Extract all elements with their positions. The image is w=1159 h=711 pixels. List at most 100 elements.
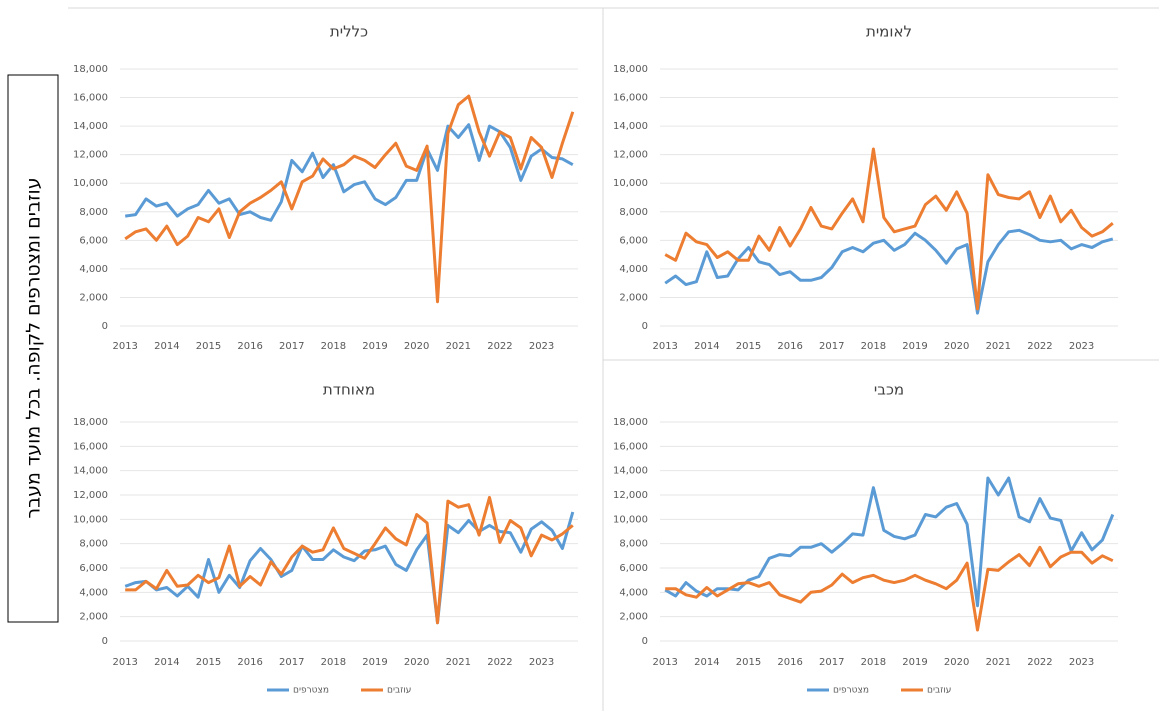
x-tick-label: 2019	[902, 657, 927, 668]
x-tick-label: 2013	[112, 657, 137, 668]
x-tick-label: 2015	[196, 341, 221, 352]
x-tick-label: 2016	[237, 341, 262, 352]
x-tick-label: 2021	[986, 657, 1011, 668]
chart-title: לאומית	[866, 23, 912, 41]
x-tick-label: 2020	[404, 341, 429, 352]
legend-label: עוזבים	[387, 686, 411, 696]
x-tick-label: 2013	[652, 341, 677, 352]
x-tick-label: 2022	[1027, 341, 1052, 352]
y-tick-label: 16,000	[613, 93, 648, 104]
x-tick-label: 2020	[404, 657, 429, 668]
y-tick-label: 8,000	[619, 207, 648, 218]
x-tick-label: 2018	[321, 341, 346, 352]
x-tick-label: 2021	[986, 341, 1011, 352]
y-tick-label: 16,000	[73, 93, 108, 104]
y-tick-label: 6,000	[79, 235, 108, 246]
x-tick-label: 2014	[154, 657, 179, 668]
x-tick-label: 2019	[902, 341, 927, 352]
x-tick-label: 2023	[529, 341, 554, 352]
x-tick-label: 2013	[652, 657, 677, 668]
y-tick-label: 10,000	[613, 178, 648, 189]
x-tick-label: 2020	[944, 341, 969, 352]
x-tick-label: 2021	[446, 657, 471, 668]
data-line	[124, 123, 574, 222]
x-tick-label: 2023	[529, 657, 554, 668]
y-tick-label: 10,000	[73, 514, 108, 525]
data-line	[664, 476, 1115, 608]
x-tick-label: 2013	[112, 341, 137, 352]
y-tick-label: 16,000	[613, 441, 648, 452]
y-tick-label: 2,000	[79, 612, 108, 623]
y-tick-label: 4,000	[79, 587, 108, 598]
x-tick-label: 2020	[944, 657, 969, 668]
y-tick-label: 10,000	[613, 514, 648, 525]
x-tick-label: 2018	[861, 657, 886, 668]
x-tick-label: 2023	[1069, 657, 1094, 668]
legend-label: מצטרפים	[293, 686, 329, 696]
y-tick-label: 18,000	[613, 417, 648, 428]
x-tick-label: 2014	[694, 341, 719, 352]
x-tick-label: 2022	[1027, 657, 1052, 668]
y-tick-label: 18,000	[73, 417, 108, 428]
x-tick-label: 2018	[861, 341, 886, 352]
y-tick-label: 18,000	[613, 64, 648, 75]
chart-title: מאוחדת	[323, 381, 375, 399]
x-tick-label: 2016	[777, 341, 802, 352]
data-line	[664, 147, 1114, 311]
x-tick-label: 2016	[237, 657, 262, 668]
y-tick-label: 14,000	[73, 121, 108, 132]
data-line	[124, 94, 575, 304]
y-tick-label: 6,000	[79, 563, 108, 574]
x-tick-label: 2022	[487, 657, 512, 668]
x-tick-label: 2019	[362, 341, 387, 352]
x-tick-label: 2018	[321, 657, 346, 668]
y-tick-label: 0	[102, 321, 108, 332]
side-label-box	[7, 74, 59, 623]
y-tick-label: 8,000	[79, 207, 108, 218]
y-tick-label: 4,000	[79, 264, 108, 275]
y-tick-label: 6,000	[619, 235, 648, 246]
x-tick-label: 2016	[777, 657, 802, 668]
y-tick-label: 12,000	[613, 150, 648, 161]
x-tick-label: 2017	[279, 341, 304, 352]
y-tick-label: 6,000	[619, 563, 648, 574]
x-tick-label: 2019	[362, 657, 387, 668]
y-tick-label: 14,000	[73, 466, 108, 477]
y-tick-label: 0	[642, 636, 648, 647]
chart-title: כללית	[330, 23, 368, 41]
y-tick-label: 12,000	[613, 490, 648, 501]
x-tick-label: 2014	[694, 657, 719, 668]
y-tick-label: 12,000	[73, 490, 108, 501]
y-tick-label: 8,000	[79, 539, 108, 550]
x-tick-label: 2021	[446, 341, 471, 352]
x-tick-label: 2015	[196, 657, 221, 668]
y-tick-label: 8,000	[619, 539, 648, 550]
x-tick-label: 2023	[1069, 341, 1094, 352]
chart-title: מכבי	[874, 381, 904, 399]
x-tick-label: 2017	[819, 657, 844, 668]
y-tick-label: 4,000	[619, 587, 648, 598]
y-tick-label: 10,000	[73, 178, 108, 189]
y-tick-label: 18,000	[73, 64, 108, 75]
y-tick-label: 0	[642, 321, 648, 332]
data-line	[664, 228, 1114, 315]
legend-label: עוזבים	[927, 686, 951, 696]
x-tick-label: 2015	[736, 341, 761, 352]
side-label: עוזבים ומצטרפים לקופה. בכל מועד מעבר	[23, 177, 45, 518]
data-line	[665, 545, 1114, 632]
x-tick-label: 2017	[279, 657, 304, 668]
y-tick-label: 2,000	[619, 292, 648, 303]
y-tick-label: 2,000	[79, 292, 108, 303]
x-tick-label: 2015	[736, 657, 761, 668]
y-tick-label: 2,000	[619, 612, 648, 623]
y-tick-label: 16,000	[73, 441, 108, 452]
y-tick-label: 0	[102, 636, 108, 647]
y-tick-label: 14,000	[613, 466, 648, 477]
x-tick-label: 2017	[819, 341, 844, 352]
x-tick-label: 2014	[154, 341, 179, 352]
x-tick-label: 2022	[487, 341, 512, 352]
y-tick-label: 14,000	[613, 121, 648, 132]
data-line	[125, 495, 574, 625]
y-tick-label: 4,000	[619, 264, 648, 275]
